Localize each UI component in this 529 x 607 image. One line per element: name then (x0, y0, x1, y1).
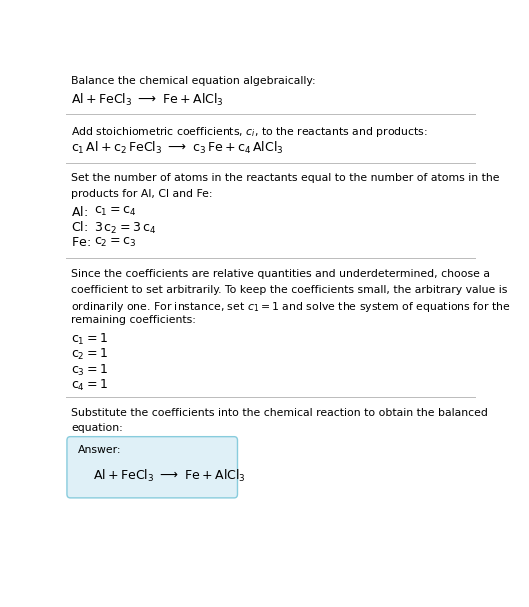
Text: $\mathsf{c_1\,Al + c_2\,FeCl_3 \ {\longrightarrow} \ c_3\,Fe + c_4\,AlCl_3}$: $\mathsf{c_1\,Al + c_2\,FeCl_3 \ {\longr… (71, 140, 284, 156)
Text: $\mathsf{Al + FeCl_3 \ {\longrightarrow} \ Fe + AlCl_3}$: $\mathsf{Al + FeCl_3 \ {\longrightarrow}… (93, 467, 245, 484)
Text: $\mathsf{c_1 = c_4}$: $\mathsf{c_1 = c_4}$ (94, 205, 136, 218)
Text: $\mathsf{Al + FeCl_3 \ {\longrightarrow} \ Fe + AlCl_3}$: $\mathsf{Al + FeCl_3 \ {\longrightarrow}… (71, 92, 224, 107)
Text: $\mathsf{c_3 = 1}$: $\mathsf{c_3 = 1}$ (71, 362, 108, 378)
Text: $\mathsf{c_2 = 1}$: $\mathsf{c_2 = 1}$ (71, 347, 108, 362)
Text: Since the coefficients are relative quantities and underdetermined, choose a: Since the coefficients are relative quan… (71, 269, 490, 279)
Text: $\mathsf{c_1 = 1}$: $\mathsf{c_1 = 1}$ (71, 331, 108, 347)
Text: $\mathsf{Al\!:}$: $\mathsf{Al\!:}$ (71, 205, 88, 219)
Text: Balance the chemical equation algebraically:: Balance the chemical equation algebraica… (71, 76, 316, 86)
Text: Add stoichiometric coefficients, $c_i$, to the reactants and products:: Add stoichiometric coefficients, $c_i$, … (71, 125, 428, 139)
Text: $\mathsf{Fe\!:}$: $\mathsf{Fe\!:}$ (71, 236, 91, 249)
Text: remaining coefficients:: remaining coefficients: (71, 316, 196, 325)
Text: Answer:: Answer: (78, 445, 121, 455)
FancyBboxPatch shape (67, 436, 238, 498)
Text: products for Al, Cl and Fe:: products for Al, Cl and Fe: (71, 189, 213, 199)
Text: $\mathsf{c_4 = 1}$: $\mathsf{c_4 = 1}$ (71, 378, 108, 393)
Text: Set the number of atoms in the reactants equal to the number of atoms in the: Set the number of atoms in the reactants… (71, 174, 499, 183)
Text: coefficient to set arbitrarily. To keep the coefficients small, the arbitrary va: coefficient to set arbitrarily. To keep … (71, 285, 507, 294)
Text: equation:: equation: (71, 424, 123, 433)
Text: Substitute the coefficients into the chemical reaction to obtain the balanced: Substitute the coefficients into the che… (71, 408, 488, 418)
Text: $\mathsf{Cl\!:}$: $\mathsf{Cl\!:}$ (71, 220, 88, 234)
Text: $\mathsf{3\,c_2 = 3\,c_4}$: $\mathsf{3\,c_2 = 3\,c_4}$ (94, 220, 156, 236)
Text: $\mathsf{c_2 = c_3}$: $\mathsf{c_2 = c_3}$ (94, 236, 136, 249)
Text: ordinarily one. For instance, set $c_1 = 1$ and solve the system of equations fo: ordinarily one. For instance, set $c_1 =… (71, 300, 510, 314)
